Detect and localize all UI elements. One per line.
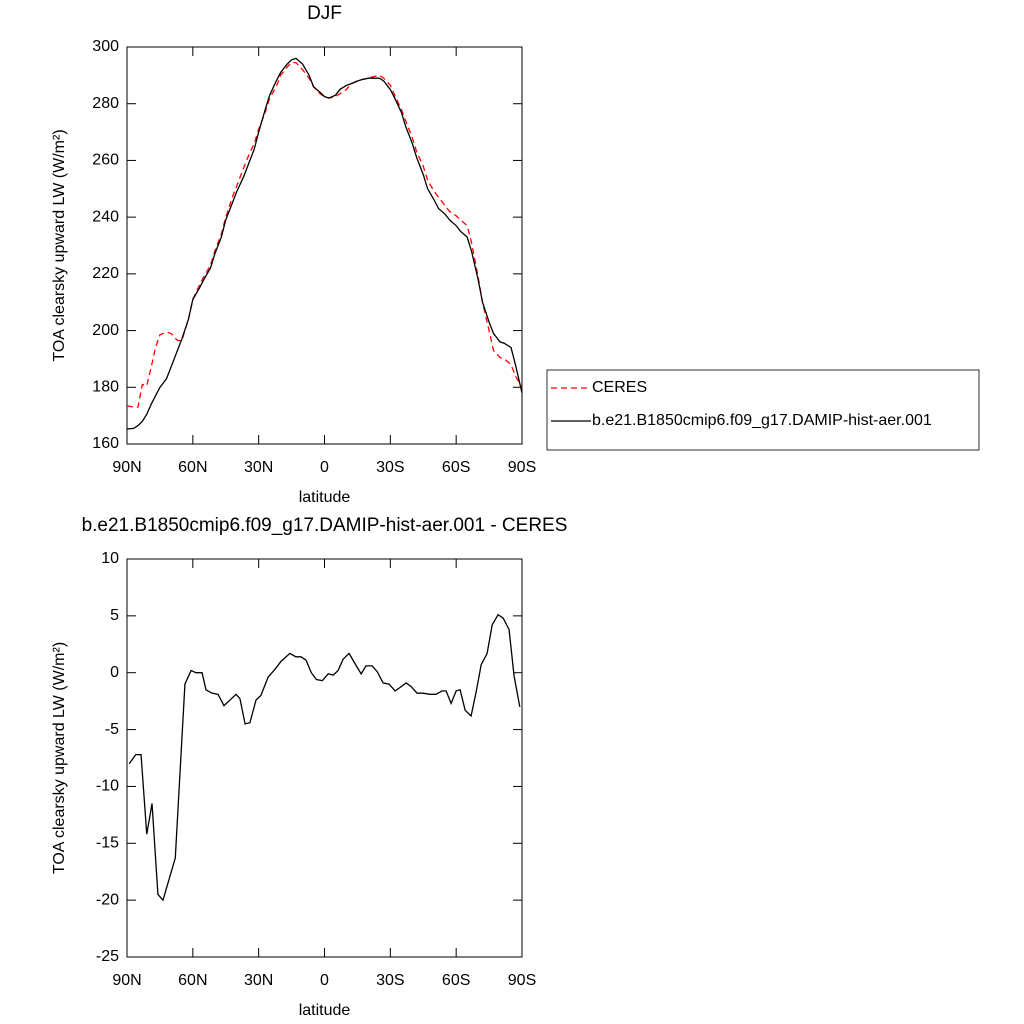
- x-tick-label: 60S: [442, 459, 470, 476]
- x-tick-label: 30N: [244, 459, 273, 476]
- x-tick-label: 30S: [376, 459, 404, 476]
- y-tick-label: 5: [110, 607, 119, 624]
- y-tick-label: 220: [92, 265, 119, 282]
- legend-label: CERES: [592, 379, 647, 396]
- x-tick-label: 0: [320, 972, 329, 989]
- x-axis-label: latitude: [299, 1002, 351, 1019]
- x-tick-label: 0: [320, 459, 329, 476]
- x-tick-label: 30N: [244, 972, 273, 989]
- x-tick-label: 90S: [508, 972, 536, 989]
- legend-box: [546, 369, 980, 451]
- y-tick-label: -10: [96, 778, 119, 795]
- x-tick-label: 30S: [376, 972, 404, 989]
- x-tick-label: 90S: [508, 459, 536, 476]
- y-tick-label: -20: [96, 891, 119, 908]
- y-tick-label: 200: [92, 322, 119, 339]
- x-tick-label: 60N: [178, 459, 207, 476]
- chart-title: DJF: [307, 3, 342, 24]
- y-tick-label: 0: [110, 664, 119, 681]
- data-line: [126, 57, 523, 430]
- x-tick-label: 60S: [442, 972, 470, 989]
- y-tick-label: -25: [96, 948, 119, 965]
- y-tick-label: 300: [92, 38, 119, 55]
- y-tick-label: 260: [92, 152, 119, 169]
- plot-frame: [126, 46, 523, 445]
- x-axis-label: latitude: [299, 489, 351, 506]
- y-tick-label: 10: [101, 550, 119, 567]
- data-line: [126, 61, 523, 408]
- y-tick-label: 280: [92, 95, 119, 112]
- data-line: [128, 613, 521, 902]
- y-tick-label: 180: [92, 379, 119, 396]
- y-tick-label: 160: [92, 435, 119, 452]
- x-tick-label: 90N: [112, 972, 141, 989]
- y-axis-label: TOA clearsky upward LW (W/m²): [51, 642, 68, 874]
- x-tick-label: 90N: [112, 459, 141, 476]
- plot-frame: [126, 558, 523, 958]
- chart-title: b.e21.B1850cmip6.f09_g17.DAMIP-hist-aer.…: [82, 515, 568, 536]
- y-tick-label: -15: [96, 835, 119, 852]
- y-tick-label: -5: [105, 721, 119, 738]
- y-tick-label: 240: [92, 208, 119, 225]
- x-tick-label: 60N: [178, 972, 207, 989]
- y-axis-label: TOA clearsky upward LW (W/m²): [51, 129, 68, 361]
- legend-label: b.e21.B1850cmip6.f09_g17.DAMIP-hist-aer.…: [592, 412, 932, 429]
